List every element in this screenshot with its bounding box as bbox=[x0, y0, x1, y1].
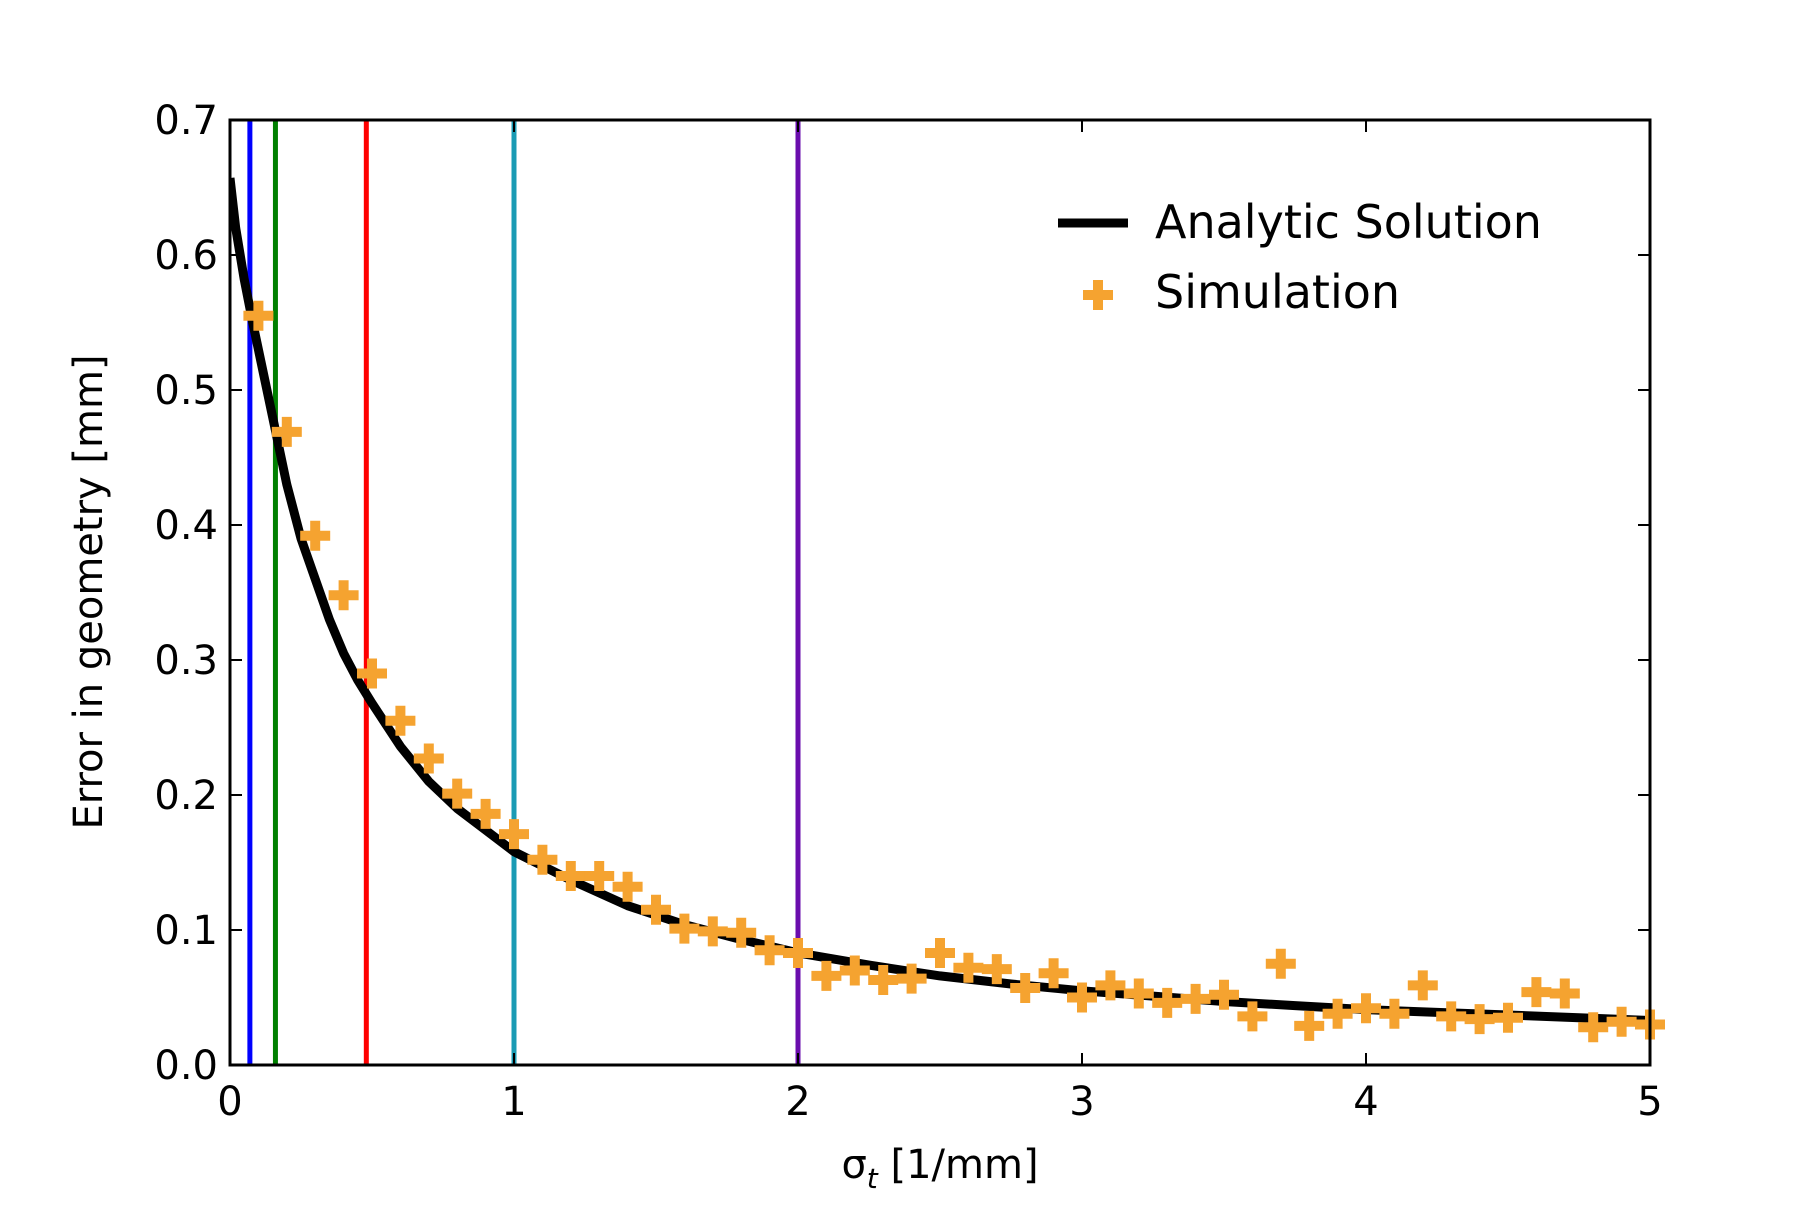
simulation-point bbox=[726, 917, 757, 948]
legend-label-simulation: Simulation bbox=[1155, 265, 1400, 319]
simulation-point bbox=[1379, 998, 1410, 1029]
simulation-point bbox=[953, 952, 984, 983]
simulation-point bbox=[1265, 948, 1296, 979]
simulation-point bbox=[1322, 998, 1353, 1029]
simulation-point bbox=[1493, 1002, 1523, 1033]
legend: Analytic Solution Simulation bbox=[1058, 195, 1542, 319]
simulation-point bbox=[1038, 958, 1069, 989]
x-axis-label-subscript: t bbox=[867, 1162, 879, 1195]
simulation-point bbox=[555, 861, 586, 891]
simulation-point bbox=[1095, 970, 1126, 1001]
x-axis-label-symbol: σ bbox=[841, 1142, 866, 1188]
simulation-point bbox=[1123, 978, 1154, 1009]
simulation-point bbox=[1010, 973, 1041, 1004]
simulation-point bbox=[527, 844, 558, 875]
x-tick-label: 1 bbox=[501, 1079, 526, 1125]
simulation-point bbox=[584, 861, 615, 891]
simulation-point bbox=[754, 935, 785, 966]
simulation-point bbox=[1067, 982, 1097, 1013]
simulation-point bbox=[1351, 993, 1381, 1024]
x-tick-label: 4 bbox=[1353, 1079, 1378, 1125]
simulation-point bbox=[612, 871, 643, 902]
simulation-point bbox=[1521, 977, 1552, 1008]
y-tick-label: 0.3 bbox=[154, 638, 218, 684]
simulation-point bbox=[925, 937, 955, 968]
simulation-point bbox=[413, 743, 444, 774]
reference-lines bbox=[247, 120, 801, 1065]
simulation-point bbox=[896, 963, 927, 994]
x-tick-label: 3 bbox=[1069, 1079, 1094, 1125]
simulation-point bbox=[499, 819, 529, 850]
y-tick-label: 0.6 bbox=[154, 233, 218, 279]
y-tick-label: 0.0 bbox=[154, 1043, 218, 1089]
y-tick-label: 0.2 bbox=[154, 773, 218, 819]
simulation-point bbox=[442, 778, 473, 809]
simulation-point bbox=[1549, 978, 1580, 1009]
simulation-point bbox=[300, 520, 331, 551]
y-tick-label: 0.5 bbox=[154, 368, 218, 414]
simulation-point bbox=[839, 955, 870, 986]
legend-label-analytic: Analytic Solution bbox=[1155, 195, 1542, 249]
simulation-point bbox=[1578, 1012, 1609, 1043]
simulation-point bbox=[1294, 1010, 1325, 1041]
y-tick-label: 0.7 bbox=[154, 98, 218, 144]
simulation-point bbox=[783, 937, 813, 968]
legend-marker-swatch bbox=[1083, 280, 1113, 310]
y-axis-ticks: 0.0 0.1 0.2 0.3 0.4 0.5 0.6 0.7 bbox=[154, 98, 1650, 1089]
y-tick-label: 0.4 bbox=[154, 503, 218, 549]
simulation-point bbox=[1152, 987, 1183, 1018]
simulation-point bbox=[1180, 983, 1211, 1014]
simulation-point bbox=[697, 916, 728, 947]
simulation-point bbox=[868, 964, 899, 995]
simulation-series bbox=[243, 300, 1665, 1043]
simulation-point bbox=[981, 954, 1012, 985]
y-axis-label: Error in geometry [mm] bbox=[66, 354, 112, 829]
simulation-point bbox=[641, 894, 671, 925]
simulation-point bbox=[385, 705, 416, 736]
simulation-point bbox=[1407, 970, 1438, 1001]
simulation-point bbox=[243, 300, 274, 331]
x-tick-label: 5 bbox=[1637, 1079, 1662, 1125]
simulation-point bbox=[1209, 979, 1239, 1010]
simulation-point bbox=[470, 798, 501, 829]
simulation-point bbox=[271, 416, 302, 447]
x-axis-label: σt [1/mm] bbox=[841, 1142, 1038, 1195]
plot-frame bbox=[228, 118, 1652, 1067]
simulation-point bbox=[1464, 1004, 1495, 1035]
simulation-point bbox=[811, 960, 842, 991]
simulation-point bbox=[328, 580, 359, 611]
simulation-point bbox=[1237, 1001, 1268, 1032]
simulation-point bbox=[669, 913, 700, 944]
simulation-point bbox=[1606, 1006, 1637, 1037]
simulation-point bbox=[1436, 1001, 1467, 1032]
x-tick-label: 0 bbox=[217, 1079, 242, 1125]
x-axis-ticks: 0 1 2 3 4 5 bbox=[217, 120, 1663, 1125]
y-tick-label: 0.1 bbox=[154, 908, 218, 954]
x-tick-label: 2 bbox=[785, 1079, 810, 1125]
simulation-point bbox=[357, 658, 387, 689]
x-axis-label-units: [1/mm] bbox=[878, 1142, 1039, 1188]
